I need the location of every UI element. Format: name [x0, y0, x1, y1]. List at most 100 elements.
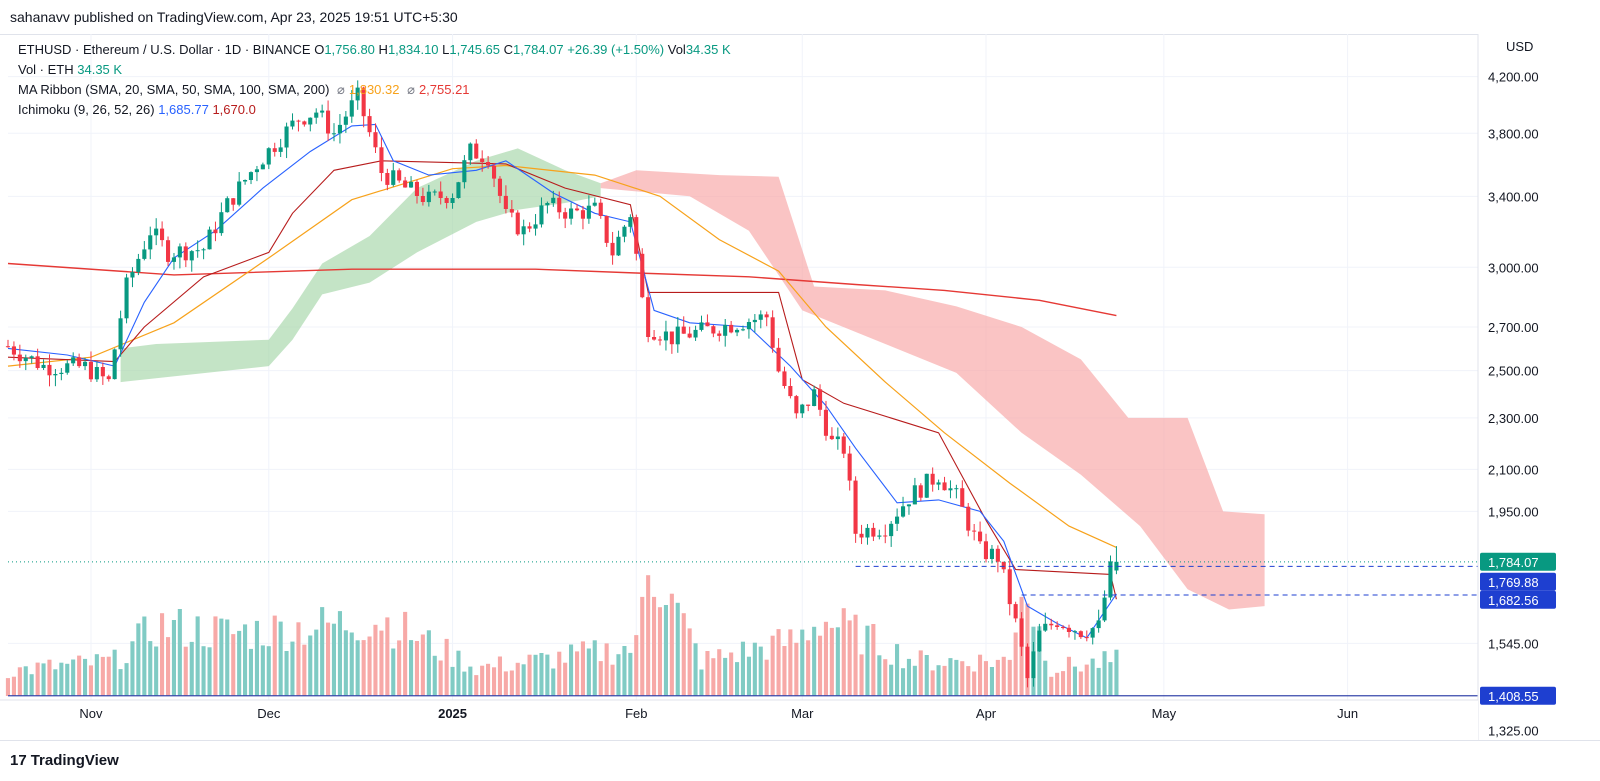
candle-body: [847, 453, 852, 481]
candle-body: [492, 165, 497, 179]
candle-body: [432, 191, 437, 193]
volume-bar: [290, 641, 295, 696]
candle-body: [106, 376, 111, 380]
ichimoku-label[interactable]: Ichimoku (9, 26, 52, 26): [18, 102, 155, 117]
candle-body: [480, 158, 485, 162]
volume-bar: [954, 659, 959, 696]
volume-bar: [1007, 659, 1012, 696]
volume-bar: [296, 622, 301, 696]
volume-bar: [503, 671, 508, 696]
candle-body: [883, 535, 888, 537]
volume-bar: [527, 654, 532, 696]
candle-body: [794, 396, 799, 414]
high-label: H: [378, 42, 388, 57]
candle-body: [551, 197, 556, 204]
volume-bar: [551, 668, 556, 696]
volume-bar: [1096, 667, 1101, 696]
volume-bar: [521, 664, 526, 696]
candle-body: [1090, 628, 1095, 638]
candle-body: [1001, 561, 1006, 570]
volume-bar: [397, 640, 402, 696]
volume-bar: [995, 659, 1000, 696]
legend-volume-row[interactable]: Vol · ETH 34.35 K: [18, 60, 731, 80]
x-tick-label: Jun: [1337, 706, 1358, 721]
volume-bar: [83, 658, 88, 696]
volume-bar: [35, 662, 40, 696]
volume-bar: [201, 646, 206, 696]
candle-body: [604, 216, 609, 243]
candles: [5, 80, 1119, 688]
vol-eth-label[interactable]: Vol · ETH: [18, 62, 74, 77]
volume-bar: [385, 617, 390, 696]
time-axis-bg: [0, 700, 1478, 740]
volume-bar: [978, 654, 983, 696]
volume-bar: [1061, 671, 1066, 696]
price-chart[interactable]: USD 4,200.00 3,800.00 3,400.00 3,000.00 2,700…: [0, 34, 1600, 740]
volume-bar: [906, 658, 911, 696]
time-axis: Nov Dec 2025 Feb Mar Apr May Jun: [0, 699, 1478, 740]
y-tick-label: 1,545.00: [1488, 636, 1539, 651]
volume-bar: [444, 638, 449, 696]
volume-bar: [361, 640, 366, 696]
candle-body: [823, 409, 828, 436]
legend-ma-row[interactable]: MA Ribbon (SMA, 20, SMA, 50, SMA, 100, S…: [18, 80, 731, 100]
symbol-title[interactable]: ETHUSD · Ethereum / U.S. Dollar · 1D · B…: [18, 42, 311, 57]
candle-body: [29, 356, 34, 358]
volume-bar: [266, 646, 271, 696]
candle-body: [474, 143, 479, 159]
volume-bar: [652, 596, 657, 696]
volume-bar: [818, 635, 823, 696]
volume-bar: [243, 624, 248, 696]
ma-ribbon-label[interactable]: MA Ribbon (SMA, 20, SMA, 50, SMA, 100, S…: [18, 82, 330, 97]
price-axis: USD 4,200.00 3,800.00 3,400.00 3,000.00 2,700…: [1477, 34, 1600, 740]
candle-body: [800, 404, 805, 414]
volume-bar: [1078, 671, 1083, 696]
volume-bar: [723, 657, 728, 696]
y-tick-label: 3,800.00: [1488, 126, 1539, 141]
volume-bar: [705, 651, 710, 696]
candle-body: [177, 246, 182, 258]
volume-bar: [207, 647, 212, 696]
volume-bar: [782, 646, 787, 696]
candle-body: [284, 126, 289, 148]
volume-bar: [154, 646, 159, 696]
candle-body: [1049, 623, 1054, 626]
candle-body: [723, 324, 728, 336]
volume-bar: [1102, 651, 1107, 696]
legend-ichimoku-row[interactable]: Ichimoku (9, 26, 52, 26) 1,685.77 1,670.…: [18, 100, 731, 120]
candle-body: [1019, 618, 1024, 647]
volume-bar: [859, 654, 864, 696]
candle-body: [539, 205, 544, 225]
candle-body: [183, 246, 188, 261]
price-label-bg: [1480, 572, 1556, 591]
candle-body: [681, 326, 686, 334]
candle-body: [889, 523, 894, 537]
candle-body: [545, 203, 550, 206]
volume-bar: [806, 640, 811, 696]
volume-bar: [740, 641, 745, 696]
candle-body: [871, 527, 876, 537]
volume-bar: [409, 640, 414, 696]
y-tick-label: 3,000.00: [1488, 260, 1539, 275]
candle-body: [77, 357, 82, 367]
volume-bar: [462, 671, 467, 696]
volume-bar: [331, 623, 336, 696]
volume-bar: [171, 620, 176, 696]
volume-bar: [260, 645, 265, 696]
volume-bar: [432, 655, 437, 696]
volume-bar: [11, 676, 16, 696]
volume-bar: [847, 620, 852, 696]
x-tick-label: Feb: [625, 706, 647, 721]
tradingview-logo[interactable]: 17 TradingView: [10, 752, 119, 769]
volume-bar: [1066, 656, 1071, 696]
volume-bar: [160, 613, 165, 696]
candle-body: [634, 217, 639, 254]
volume-bar: [729, 652, 734, 696]
candle-body: [895, 516, 900, 524]
volume-bar: [403, 611, 408, 696]
candle-body: [563, 212, 568, 219]
legend-symbol-row[interactable]: ETHUSD · Ethereum / U.S. Dollar · 1D · B…: [18, 40, 731, 60]
volume-bar: [248, 648, 253, 696]
candle-body: [1043, 623, 1048, 631]
volume-bar: [657, 607, 662, 696]
